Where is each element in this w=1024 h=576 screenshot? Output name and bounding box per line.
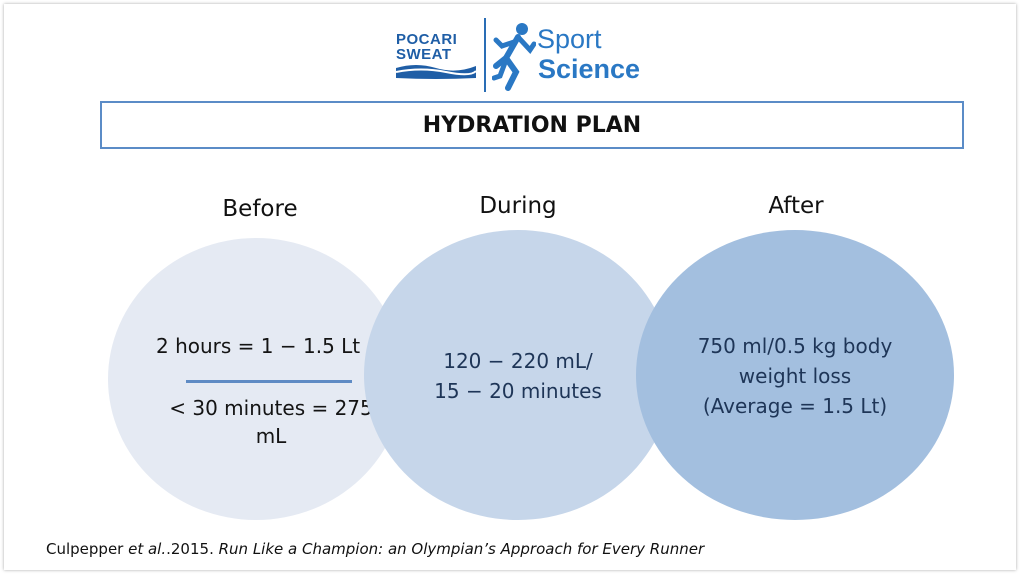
after-line-3: (Average = 1.5 Lt) [702,394,888,418]
before-divider [186,380,352,383]
during-text: 120 − 220 mL/ 15 − 20 minutes [434,346,602,406]
title-box: HYDRATION PLAN [100,101,964,149]
during-line-2: 15 − 20 minutes [434,379,602,403]
citation: Culpepper et al..2015. Run Like a Champi… [46,540,704,558]
citation-etal: et al. [128,540,167,558]
logo: POCARI SWEAT Sport Science [396,16,666,96]
during-line-1: 120 − 220 mL/ [443,349,593,373]
sweat-text: SWEAT [396,46,452,63]
before-heading: Before [222,196,298,222]
after-heading: After [768,193,824,219]
pocari-text: POCARI [396,31,458,48]
before-circle: 2 hours = 1 − 1.5 Lt < 30 minutes = 275 … [108,238,404,520]
citation-year: .2015. [166,540,219,558]
sport-text: Sport [537,24,602,54]
after-text: 750 ml/0.5 kg body weight loss (Average … [698,331,893,421]
before-line-1: 2 hours = 1 − 1.5 Lt [156,334,361,358]
pocari-wave-icon [396,65,476,79]
logo-divider [484,18,486,92]
citation-work: Run Like a Champion: an Olympian’s Appro… [218,540,705,558]
during-heading: During [479,193,557,219]
slide: POCARI SWEAT Sport Science HYDRATION PLA… [4,4,1016,570]
before-line-2: < 30 minutes = 275 mL [169,396,373,448]
after-circle: 750 ml/0.5 kg body weight loss (Average … [636,230,954,520]
during-circle: 120 − 220 mL/ 15 − 20 minutes [364,230,672,520]
page-title: HYDRATION PLAN [422,112,642,138]
runner-icon [492,23,536,91]
pocari-sweat-wordmark: POCARI SWEAT [396,32,457,62]
science-text: Science [538,54,641,84]
citation-author: Culpepper [46,540,129,558]
after-line-2: weight loss [738,364,852,388]
after-line-1: 750 ml/0.5 kg body [697,334,893,358]
